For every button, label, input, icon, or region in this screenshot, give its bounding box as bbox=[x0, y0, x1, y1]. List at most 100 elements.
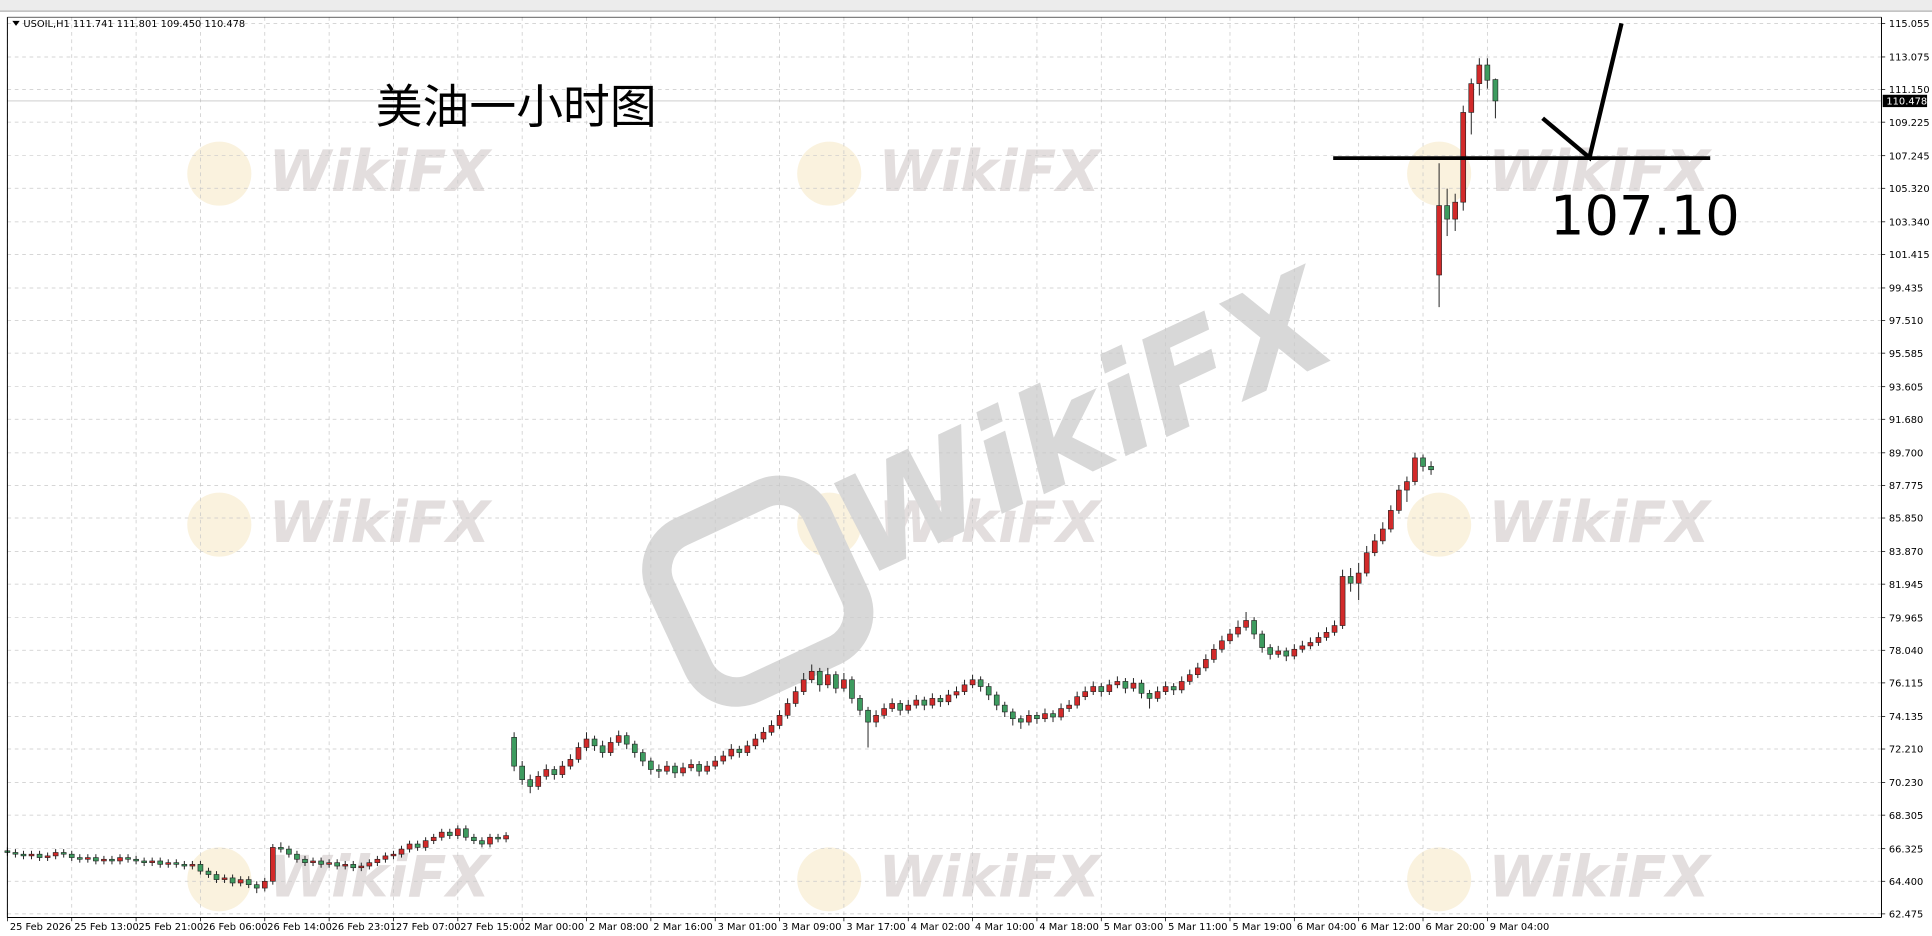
candle-body bbox=[12, 852, 19, 855]
candle-body bbox=[881, 708, 887, 716]
candle-body bbox=[101, 858, 107, 862]
x-tick-label: 6 Mar 20:00 bbox=[1425, 922, 1484, 933]
y-tick-label: 70.230 bbox=[1889, 778, 1923, 789]
candle-body bbox=[1130, 682, 1137, 689]
y-tick-label: 99.435 bbox=[1889, 284, 1923, 295]
candle-body bbox=[189, 864, 196, 867]
candle-body bbox=[760, 731, 767, 740]
x-tick-label: 25 Feb 21:00 bbox=[139, 922, 204, 933]
candle-body bbox=[615, 735, 622, 743]
candle-body bbox=[800, 679, 807, 692]
watermark: WikiFX bbox=[1488, 139, 1712, 205]
candle-body bbox=[1154, 691, 1161, 699]
candle-body bbox=[358, 865, 365, 869]
candle-body bbox=[1331, 625, 1338, 633]
candle-body bbox=[1066, 704, 1072, 709]
candle-body bbox=[1259, 633, 1265, 648]
candle-body bbox=[181, 864, 188, 867]
y-tick-label: 87.775 bbox=[1889, 481, 1923, 492]
candle-body bbox=[945, 694, 952, 703]
candle-body bbox=[583, 738, 590, 748]
watermark-logo bbox=[1407, 492, 1472, 557]
candle-body bbox=[398, 848, 405, 855]
candle-body bbox=[294, 853, 300, 860]
x-tick-label: 3 Mar 09:00 bbox=[782, 922, 841, 933]
candle-body bbox=[1034, 715, 1040, 720]
candle-body bbox=[1203, 659, 1209, 669]
candle-body bbox=[937, 698, 944, 703]
candle-body bbox=[237, 879, 244, 884]
candle-body bbox=[1363, 552, 1370, 574]
candle-body bbox=[197, 864, 204, 872]
y-tick-label: 95.585 bbox=[1889, 349, 1923, 360]
candle-body bbox=[519, 765, 525, 780]
y-tick-label: 76.115 bbox=[1889, 679, 1923, 690]
candle-body bbox=[985, 686, 992, 696]
symbol-header: USOIL,H1 111.741 111.801 109.450 110.478 bbox=[23, 19, 245, 30]
candle-body bbox=[1251, 620, 1257, 635]
y-tick-label: 109.225 bbox=[1889, 118, 1930, 129]
x-tick-label: 2 Mar 16:00 bbox=[653, 922, 712, 933]
candle-body bbox=[680, 767, 686, 774]
candle-body bbox=[1243, 620, 1249, 628]
candle-body bbox=[833, 674, 839, 689]
candle-body bbox=[253, 884, 260, 889]
candle-body bbox=[672, 765, 678, 774]
watermark: WikiFX bbox=[879, 845, 1103, 911]
candle-body bbox=[631, 743, 638, 753]
candle-body bbox=[1484, 64, 1491, 81]
candle-body bbox=[712, 760, 719, 767]
candle-body bbox=[953, 691, 960, 696]
x-tick-label: 4 Mar 02:00 bbox=[911, 922, 970, 933]
candle-body bbox=[1452, 201, 1458, 220]
candle-body bbox=[1371, 540, 1378, 554]
candle-body bbox=[551, 769, 558, 775]
candle-body bbox=[229, 877, 236, 884]
candle-body bbox=[310, 860, 316, 863]
candle-body bbox=[93, 857, 99, 862]
candle-body bbox=[656, 769, 662, 772]
candle-body bbox=[768, 725, 775, 733]
y-tick-label: 81.945 bbox=[1889, 580, 1923, 591]
x-tick-label: 5 Mar 19:00 bbox=[1232, 922, 1291, 933]
candle-body bbox=[213, 874, 220, 880]
y-tick-label: 103.340 bbox=[1889, 218, 1930, 229]
candle-body bbox=[1058, 708, 1064, 718]
candle-body bbox=[1267, 647, 1273, 655]
x-tick-label: 26 Feb 14:00 bbox=[267, 922, 332, 933]
candle-body bbox=[245, 879, 252, 885]
x-tick-label: 2 Mar 08:00 bbox=[589, 922, 648, 933]
x-tick-label: 5 Mar 03:00 bbox=[1104, 922, 1163, 933]
x-tick-label: 25 Feb 2026 bbox=[10, 922, 71, 933]
candle-body bbox=[704, 765, 710, 772]
y-tick-label: 93.605 bbox=[1889, 382, 1923, 393]
candle-body bbox=[849, 679, 855, 699]
candle-body bbox=[52, 852, 59, 857]
candle-body bbox=[1178, 681, 1185, 691]
candle-body bbox=[897, 703, 904, 711]
candle-body bbox=[736, 748, 743, 753]
x-tick-label: 5 Mar 11:00 bbox=[1168, 922, 1227, 933]
candle-body bbox=[929, 698, 936, 706]
candle-body bbox=[68, 853, 75, 858]
candle-body bbox=[60, 852, 67, 855]
candle-body bbox=[921, 699, 928, 706]
y-tick-label: 68.305 bbox=[1889, 811, 1923, 822]
candle-body bbox=[1347, 576, 1354, 584]
y-tick-label: 97.510 bbox=[1889, 316, 1923, 327]
x-tick-label: 4 Mar 18:00 bbox=[1039, 922, 1098, 933]
x-tick-label: 2 Mar 00:00 bbox=[525, 922, 584, 933]
candle-body bbox=[511, 737, 517, 767]
candle-body bbox=[696, 764, 702, 772]
x-tick-label: 3 Mar 01:00 bbox=[718, 922, 777, 933]
x-tick-label: 26 Feb 23:01 bbox=[332, 922, 397, 933]
candle-body bbox=[149, 860, 155, 863]
candle-body bbox=[1026, 715, 1032, 723]
candle-body bbox=[599, 745, 606, 753]
y-tick-label: 64.400 bbox=[1889, 877, 1923, 888]
y-tick-label: 85.850 bbox=[1889, 514, 1923, 525]
candle-body bbox=[350, 864, 357, 869]
candle-body bbox=[1396, 489, 1402, 511]
candle-body bbox=[1235, 626, 1241, 635]
